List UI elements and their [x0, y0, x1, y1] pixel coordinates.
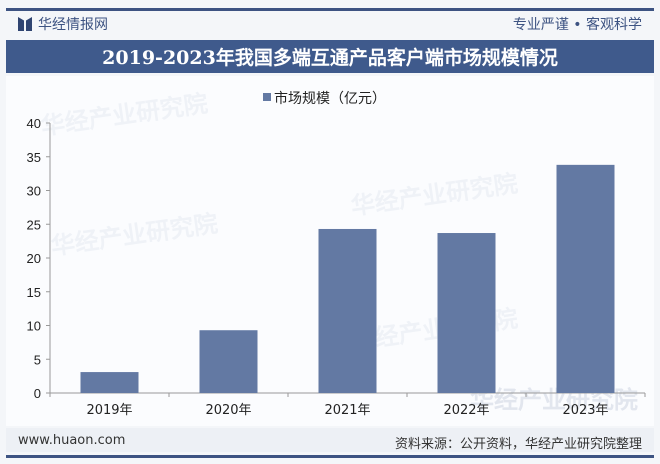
brand: 华经情报网: [18, 14, 108, 34]
y-tick-label: 0: [34, 386, 41, 401]
y-tick-label: 35: [27, 150, 41, 165]
chart-title: 2019-2023年我国多端互通产品客户端市场规模情况: [6, 40, 654, 73]
bar-2023年: [556, 164, 615, 393]
y-tick-label: 15: [27, 285, 41, 300]
footer-source: 资料来源：公开资料，华经产业研究院整理: [394, 437, 642, 452]
brand-name: 华经情报网: [38, 17, 108, 33]
bar-2020年: [199, 330, 258, 393]
y-tick-label: 10: [27, 319, 41, 334]
x-tick-label: 2019年: [86, 403, 132, 418]
y-tick-label: 40: [27, 116, 41, 131]
bar-2022年: [437, 233, 496, 393]
slogan: 专业严谨 • 客观科学: [512, 17, 642, 33]
x-tick-label: 2020年: [205, 403, 251, 418]
footer-bar: [6, 428, 654, 452]
y-tick-label: 30: [27, 184, 41, 199]
x-tick-label: 2021年: [324, 403, 370, 418]
y-tick-label: 20: [27, 251, 41, 266]
legend-swatch: [263, 93, 271, 101]
footer-url: www.huaon.com: [18, 433, 126, 448]
legend-label: 市场规模（亿元）: [274, 90, 386, 107]
x-tick-label: 2022年: [443, 403, 489, 418]
y-tick-label: 5: [34, 352, 41, 367]
y-tick-label: 25: [27, 217, 41, 232]
bottom-divider: [6, 455, 654, 458]
x-tick-label: 2023年: [562, 403, 608, 418]
top-divider: [6, 8, 654, 11]
bar-2021年: [318, 228, 377, 393]
bar-2019年: [80, 372, 139, 393]
